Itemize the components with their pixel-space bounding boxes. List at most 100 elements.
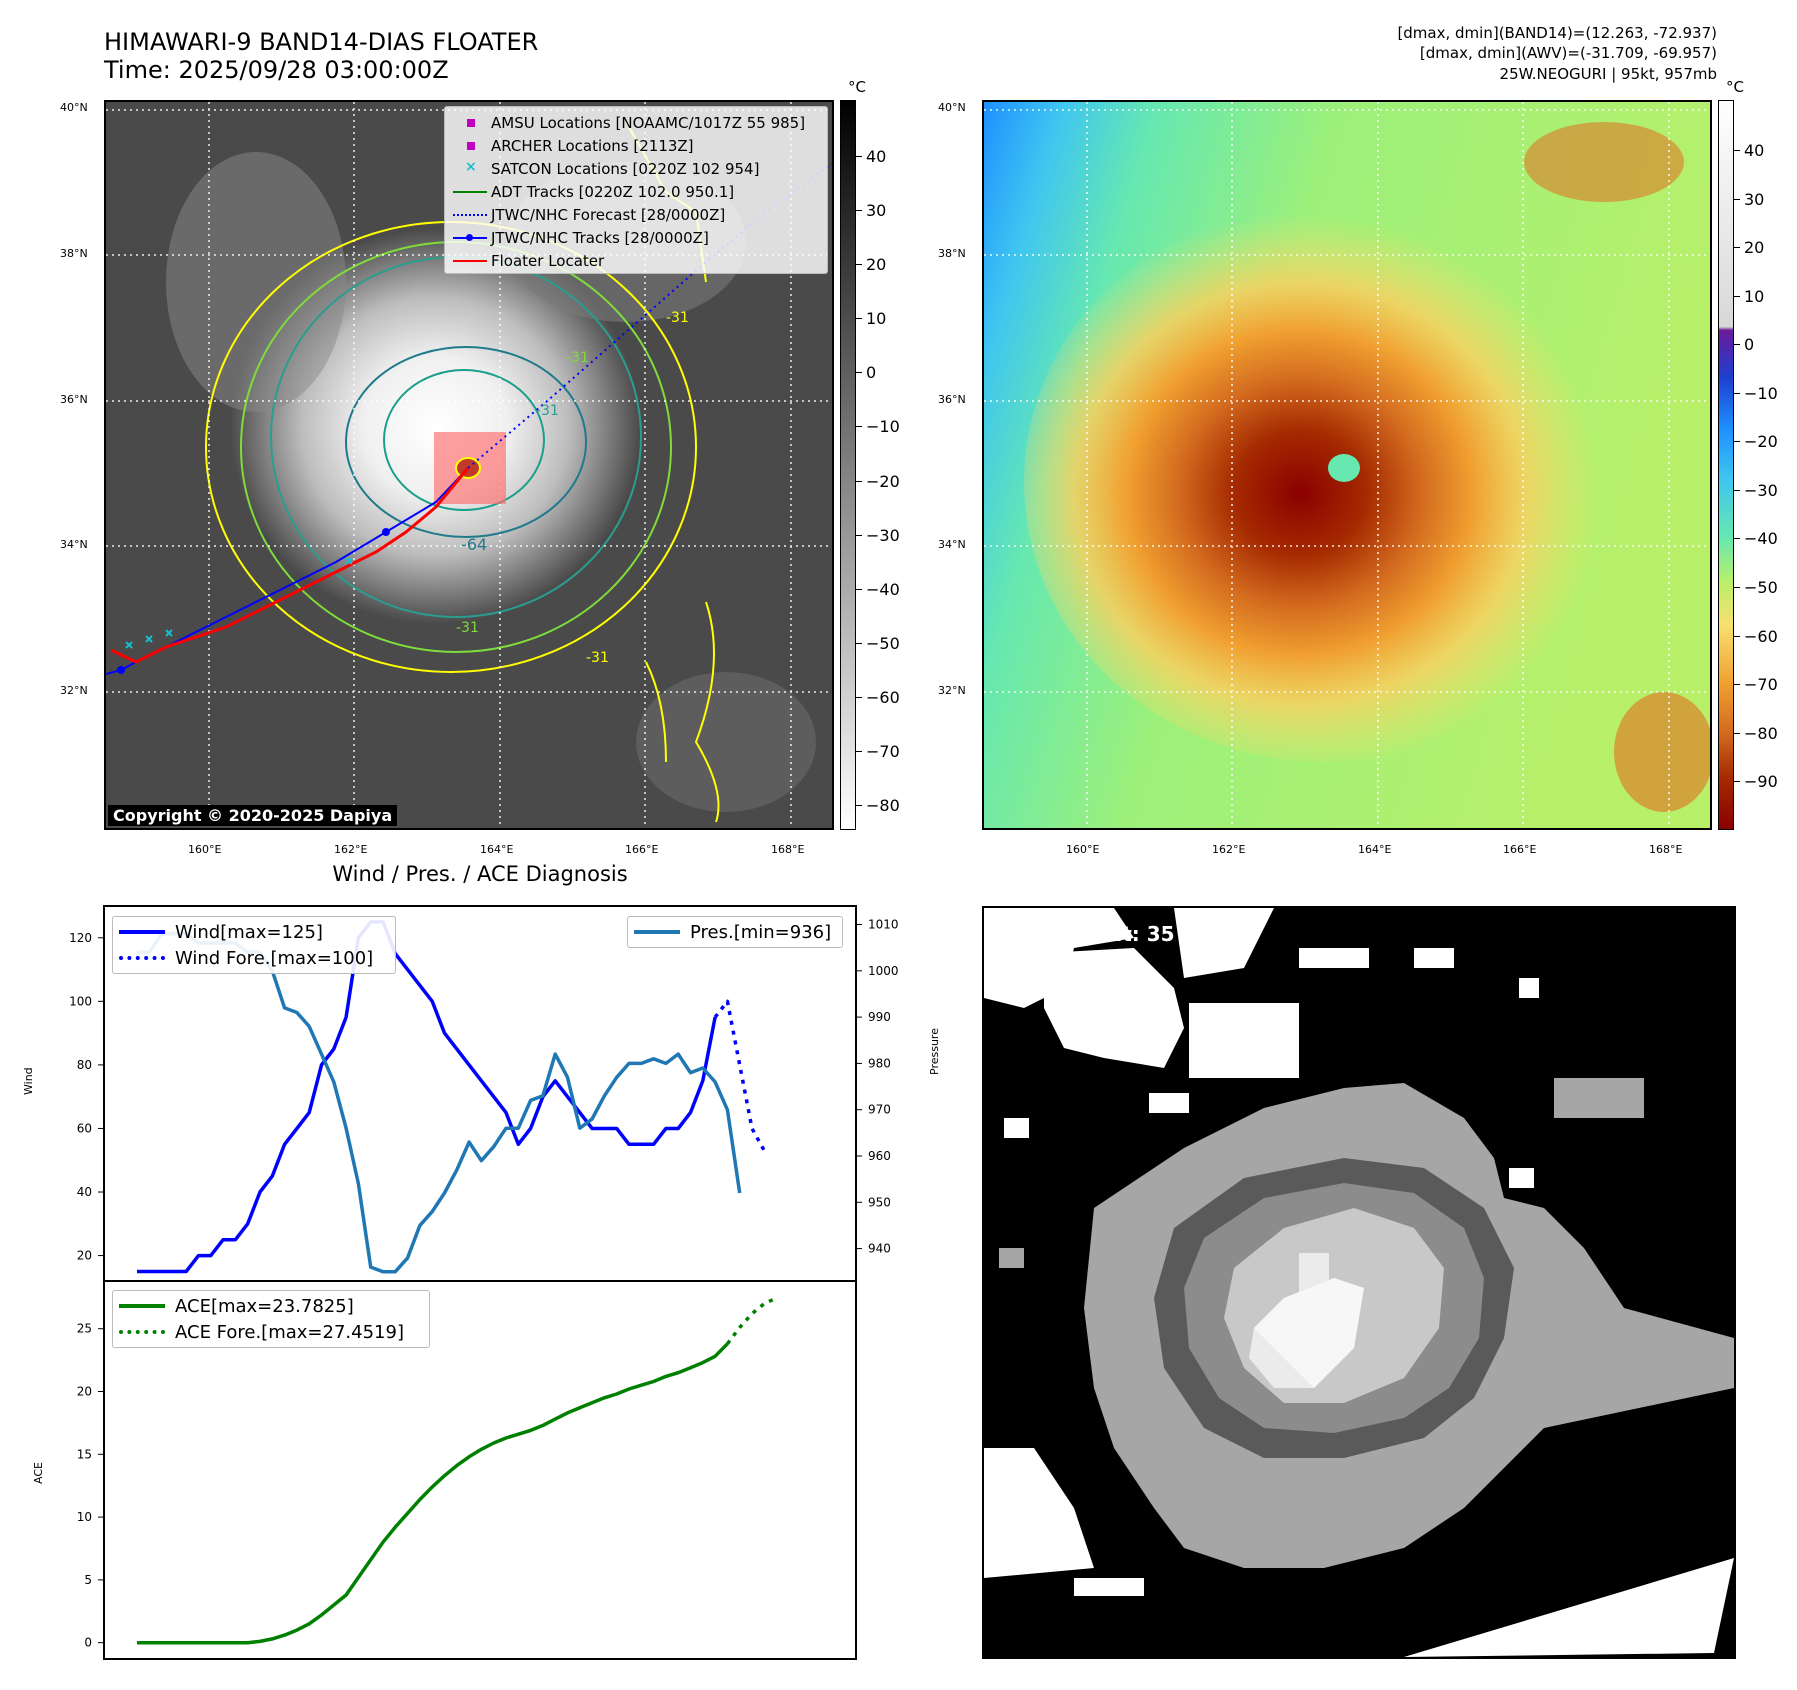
floater-locator-track — [110, 467, 470, 664]
legend-label: Floater Locater — [491, 251, 605, 270]
wind-forecast-line — [713, 999, 766, 1152]
pressure-tick-label: 980 — [868, 1056, 891, 1070]
pressure-legend: Pres.[min=936] — [627, 916, 843, 948]
legend-label: AMSU Locations [NOAAMC/1017Z 55 985] — [491, 113, 806, 132]
awv-cb-tick: −60 — [1734, 627, 1778, 646]
pressure-tick-label: 1010 — [868, 918, 899, 932]
contour-label-31-e: -31 — [666, 310, 689, 326]
pressure-tick-label: 960 — [868, 1149, 891, 1163]
ir-cb-tick: −50 — [856, 634, 900, 653]
ace-tick-label: 10 — [77, 1510, 92, 1524]
meta-band14: [dmax, dmin](BAND14)=(12.263, -72.937) — [1397, 24, 1717, 42]
lat-tick: 40°N — [938, 101, 966, 114]
wmg-count-label: WMG Count: 35 — [1000, 922, 1175, 946]
lon-tick: 164°E — [1358, 843, 1392, 856]
contour-label-31-c: -31 — [586, 650, 609, 666]
wmg-image — [984, 908, 1734, 1657]
ir-cb-tick: −60 — [856, 688, 900, 707]
lon-tick: 166°E — [1503, 843, 1537, 856]
wmg-panel: WMG Count: 35 — [982, 906, 1736, 1659]
wind-tick-label: 100 — [69, 994, 92, 1008]
legend-label: ACE Fore.[max=27.4519] — [175, 1321, 404, 1343]
meta-awv: [dmax, dmin](AWV)=(-31.709, -69.957) — [1419, 44, 1717, 62]
awv-cb-tick: −40 — [1734, 529, 1778, 548]
legend-item-amsu: AMSU Locations [NOAAMC/1017Z 55 985] — [451, 111, 821, 134]
awv-cb-tick: −10 — [1734, 384, 1778, 403]
ir-cb-tick: −10 — [856, 417, 900, 436]
solid-line-icon — [634, 930, 680, 934]
lon-tick: 160°E — [188, 843, 222, 856]
awv-cb-tick: −30 — [1734, 481, 1778, 500]
legend-item-pressure: Pres.[min=936] — [634, 919, 836, 945]
pressure-tick-label: 1000 — [868, 964, 899, 978]
lat-tick: 32°N — [938, 684, 966, 697]
lon-tick: 166°E — [625, 843, 659, 856]
ir-map-panel: -64 -31 -31 -31 -31 -31 AMSU Locations [… — [104, 100, 834, 830]
ace-tick-label: 20 — [77, 1385, 92, 1399]
awv-cb-tick: 20 — [1733, 238, 1765, 257]
awv-colorbar — [1718, 100, 1734, 830]
dotted-line-icon — [119, 1330, 165, 1334]
awv-cb-tick: 40 — [1733, 141, 1765, 160]
ace-tick-label: 0 — [84, 1636, 92, 1650]
legend-item-archer: ARCHER Locations [2113Z] — [451, 134, 821, 157]
legend-label: ADT Tracks [0220Z 102.0 950.1] — [491, 182, 735, 201]
figure-time: Time: 2025/09/28 03:00:00Z — [104, 56, 449, 84]
awv-cb-tick: −50 — [1734, 578, 1778, 597]
awv-cb-tick: −80 — [1734, 724, 1778, 743]
pressure-series-line — [137, 932, 742, 1274]
ir-cb-tick: 20 — [855, 255, 887, 274]
ace-tick-label: 25 — [77, 1322, 92, 1336]
lon-tick: 164°E — [480, 843, 514, 856]
wind-tick-label: 20 — [77, 1249, 92, 1263]
pressure-tick-label: 940 — [868, 1242, 891, 1256]
ir-cb-tick: −30 — [856, 526, 900, 545]
lat-tick: 32°N — [60, 684, 88, 697]
lon-tick: 162°E — [334, 843, 368, 856]
ir-cb-tick: 40 — [855, 147, 887, 166]
awv-cb-tick: −70 — [1734, 675, 1778, 694]
ace-series-line — [137, 1342, 729, 1645]
pressure-tick-label: 970 — [868, 1103, 891, 1117]
lon-tick: 168°E — [771, 843, 805, 856]
solid-line-icon — [119, 1304, 165, 1308]
line-marker-icon — [451, 185, 491, 199]
dotted-line-icon — [119, 956, 165, 960]
legend-label: JTWC/NHC Forecast [28/0000Z] — [491, 205, 726, 224]
lat-tick: 34°N — [938, 538, 966, 551]
lon-tick: 162°E — [1212, 843, 1246, 856]
line-marker-icon — [451, 254, 491, 268]
legend-label: Wind Fore.[max=100] — [175, 947, 374, 969]
wind-legend: Wind[max=125] Wind Fore.[max=100] — [112, 916, 396, 974]
wind-tick-label: 40 — [77, 1185, 92, 1199]
diagnosis-title: Wind / Pres. / ACE Diagnosis — [332, 862, 628, 886]
legend-label: Pres.[min=936] — [690, 921, 832, 943]
legend-item-tracks: JTWC/NHC Tracks [28/0000Z] — [451, 226, 821, 249]
awv-cb-tick: 10 — [1733, 287, 1765, 306]
square-marker-icon — [451, 139, 491, 153]
lat-tick: 34°N — [60, 538, 88, 551]
awv-map-image — [984, 102, 1710, 828]
contour-label-64: -64 — [461, 535, 487, 554]
legend-item-wind: Wind[max=125] — [119, 919, 389, 945]
legend-item-adt: ADT Tracks [0220Z 102.0 950.1] — [451, 180, 821, 203]
wind-tick-label: 120 — [69, 931, 92, 945]
lat-tick: 36°N — [938, 393, 966, 406]
ace-tick-label: 5 — [84, 1573, 92, 1587]
contour-label-31-d: -31 — [566, 350, 589, 366]
ace-forecast-line — [726, 1296, 778, 1345]
solid-line-icon — [119, 930, 165, 934]
lon-tick: 168°E — [1649, 843, 1683, 856]
wind-tick-label: 60 — [77, 1121, 92, 1135]
ir-cb-tick: −20 — [856, 472, 900, 491]
ir-colorbar — [840, 100, 856, 830]
legend-item-wind-forecast: Wind Fore.[max=100] — [119, 945, 389, 971]
legend-label: SATCON Locations [0220Z 102 954] — [491, 159, 760, 178]
lon-tick: 160°E — [1066, 843, 1100, 856]
ace-tick-label: 15 — [77, 1447, 92, 1461]
lat-tick: 40°N — [60, 101, 88, 114]
awv-cb-tick: −20 — [1734, 432, 1778, 451]
ir-colorbar-unit: °C — [848, 78, 866, 96]
ir-cb-tick: 30 — [855, 201, 887, 220]
